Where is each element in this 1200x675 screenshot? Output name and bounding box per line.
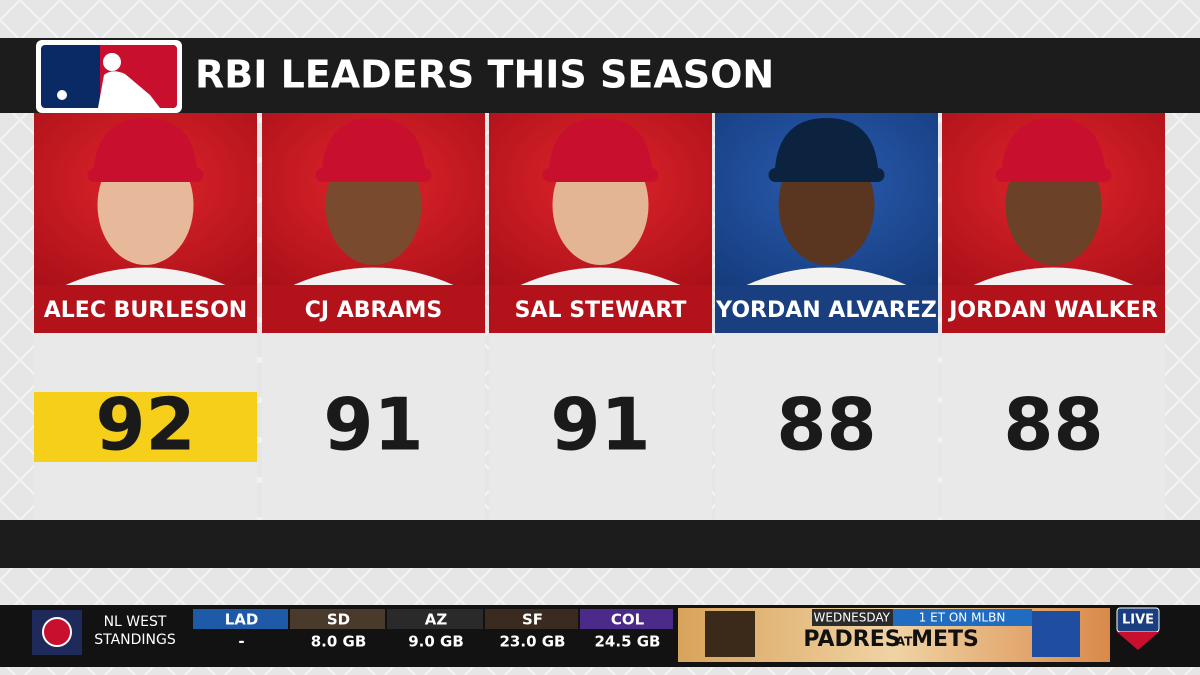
- name-bar: [34, 285, 257, 333]
- live-badge-tip: [1117, 632, 1159, 650]
- games-back: 23.0 GB: [500, 633, 566, 651]
- jersey: [520, 267, 681, 285]
- jersey: [746, 267, 907, 285]
- name-bar: [715, 285, 938, 333]
- team-abbr: SD: [327, 611, 350, 629]
- cap: [774, 118, 879, 175]
- team-header: [290, 609, 385, 629]
- promo-time-bg: [893, 609, 1032, 626]
- player-name: SAL STEWART: [515, 298, 687, 323]
- ticker-label: STANDINGS: [94, 632, 176, 648]
- padres-logo: [705, 611, 755, 657]
- header-bar: [0, 38, 1200, 113]
- team-abbr: COL: [611, 611, 645, 629]
- name-bar: [262, 285, 485, 333]
- rbi-value: 88: [1003, 383, 1103, 467]
- cap-brim: [315, 168, 432, 182]
- cap-brim: [87, 168, 204, 182]
- cap: [548, 118, 653, 175]
- mets-logo: [1032, 611, 1080, 657]
- rbi-value: 92: [95, 383, 195, 467]
- player-name: YORDAN ALVAREZ: [715, 298, 937, 323]
- promo-at: AT: [896, 635, 913, 649]
- games-back: 24.5 GB: [595, 633, 661, 651]
- games-back: -: [238, 633, 244, 651]
- promo-home: PADRES: [803, 627, 900, 652]
- team-abbr: LAD: [225, 611, 259, 629]
- games-back: 9.0 GB: [408, 633, 464, 651]
- team-header: [485, 609, 578, 629]
- promo-time: 1 ET ON MLBN: [919, 611, 1006, 625]
- cap: [1001, 118, 1106, 175]
- leader-highlight: [34, 392, 257, 462]
- player-name: CJ ABRAMS: [305, 298, 443, 323]
- team-header: [193, 609, 288, 629]
- promo-away: METS: [911, 627, 979, 652]
- cap-brim: [542, 168, 659, 182]
- title: RBI LEADERS THIS SEASON: [195, 53, 774, 97]
- cap-brim: [768, 168, 885, 182]
- mlb-logo: [36, 40, 182, 113]
- team-header: [580, 609, 673, 629]
- jersey: [293, 267, 454, 285]
- cap: [321, 118, 426, 175]
- ticker-label: NL WEST: [104, 614, 167, 630]
- promo-day: WEDNESDAY: [814, 611, 891, 625]
- rbi-value: 91: [323, 383, 423, 467]
- name-bar: [942, 285, 1165, 333]
- name-bar: [489, 285, 712, 333]
- player-name: JORDAN WALKER: [947, 298, 1158, 323]
- games-back: 8.0 GB: [311, 633, 367, 651]
- rbi-value: 88: [776, 383, 876, 467]
- team-abbr: AZ: [425, 611, 448, 629]
- rbi-value: 91: [550, 383, 650, 467]
- cap-brim: [995, 168, 1112, 182]
- jersey: [973, 267, 1134, 285]
- footer-bar: [0, 520, 1200, 568]
- jersey: [65, 267, 226, 285]
- player-name: ALEC BURLESON: [44, 298, 247, 323]
- team-header: [387, 609, 483, 629]
- cap: [93, 118, 198, 175]
- live-text: LIVE: [1122, 613, 1154, 628]
- team-abbr: SF: [522, 611, 543, 629]
- nl-logo: [32, 610, 82, 655]
